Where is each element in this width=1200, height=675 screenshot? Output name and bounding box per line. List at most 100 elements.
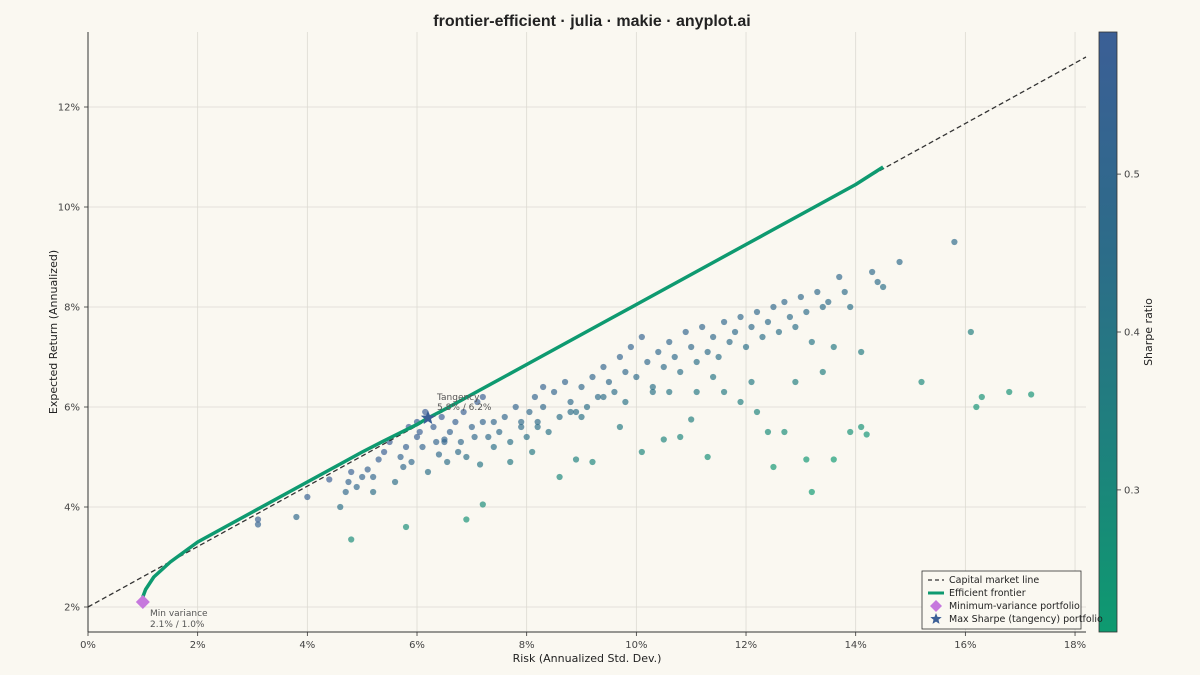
portfolio-point [435,451,443,458]
portfolio-point [704,348,711,356]
portfolio-point [1006,388,1013,396]
portfolio-point [561,378,569,386]
portfolio-point [742,343,750,351]
portfolio-point [726,338,733,346]
portfolio-point [326,476,333,483]
portfolio-point [471,433,478,441]
portfolio-point [353,483,360,491]
portfolio-point [836,273,843,281]
portfolio-point [896,258,903,266]
portfolio-point [345,478,352,486]
portfolio-point [583,403,591,411]
colorbar-gradient [1098,31,1118,633]
portfolio-point [540,383,547,391]
portfolio-point [490,443,497,451]
portfolio-point [655,348,662,356]
colorbar-tick-label: 0.3 [1124,485,1140,496]
portfolio-point [474,398,481,406]
portfolio-point [682,328,689,336]
y-tick-label: 12% [58,103,80,114]
portfolio-point [413,433,421,441]
portfolio-point [534,423,541,431]
portfolio-point [753,308,761,316]
portfolio-point [841,288,848,296]
portfolio-point [770,303,777,311]
portfolio-point [433,438,440,446]
portfolio-point [381,448,388,456]
portfolio-point [512,403,519,411]
portfolio-point [792,323,799,331]
x-tick-label: 12% [735,640,757,651]
y-tick-label: 8% [64,303,80,314]
portfolio-point [825,298,832,306]
portfolio-point [775,328,783,336]
portfolio-point [638,448,645,456]
legend-entry-frontier: Efficient frontier [949,588,1026,599]
legend-entry-min-variance: Minimum-variance portfolio [949,601,1080,612]
portfolio-point [786,313,793,321]
portfolio-point [759,333,766,341]
portfolio-point [529,448,536,456]
x-tick-label: 6% [409,640,425,651]
portfolio-point [419,443,426,451]
colorbar-tick-label: 0.5 [1124,170,1140,181]
legend-box [921,570,1082,630]
portfolio-point [589,458,596,466]
colorbar-tick-label: 0.4 [1124,328,1140,339]
portfolio-point [803,456,810,463]
portfolio-point [463,453,470,461]
portfolio-point [622,398,629,406]
portfolio-point [973,403,980,411]
portfolio-points [254,238,1035,543]
portfolio-point [737,398,744,406]
x-tick-label: 2% [190,640,206,651]
grid [87,32,1086,632]
portfolio-point [830,456,837,463]
portfolio-point [803,308,810,316]
portfolio-point [518,423,525,431]
portfolio-point [359,473,366,481]
x-tick-label: 10% [625,640,647,651]
portfolio-point [293,513,300,521]
portfolio-point [441,438,448,446]
portfolio-point [485,433,492,441]
portfolio-point [531,393,539,401]
portfolio-point [523,433,530,441]
portfolio-point [611,388,618,396]
portfolio-point [518,418,525,426]
portfolio-point [797,293,804,301]
portfolio-point [424,468,432,476]
lines [87,56,1087,608]
portfolio-point [688,416,695,423]
portfolio-point [660,363,667,371]
portfolio-point [764,428,772,436]
portfolio-point [633,373,640,381]
portfolio-point [951,238,958,246]
portfolio-point [847,303,854,311]
portfolio-point [677,433,684,441]
portfolio-point [967,328,974,336]
portfolio-point [534,418,541,426]
portfolio-point [490,418,497,426]
portfolio-point [764,318,772,326]
portfolio-point [496,428,503,436]
portfolio-point [501,413,508,421]
portfolio-point [337,503,344,511]
x-tick-label: 0% [80,640,96,651]
portfolio-point [402,443,410,451]
portfolio-point [748,323,755,331]
portfolio-point [688,343,695,351]
y-tick-label: 6% [64,403,80,414]
portfolio-point [808,488,815,496]
portfolio-point [402,523,410,531]
portfolio-point [720,318,728,326]
portfolio-point [476,461,484,468]
portfolio-point [874,278,881,286]
y-tick-label: 10% [58,203,80,214]
portfolio-point [348,536,355,543]
portfolio-point [589,373,596,381]
portfolio-point [693,388,700,396]
portfolio-point [348,468,355,476]
